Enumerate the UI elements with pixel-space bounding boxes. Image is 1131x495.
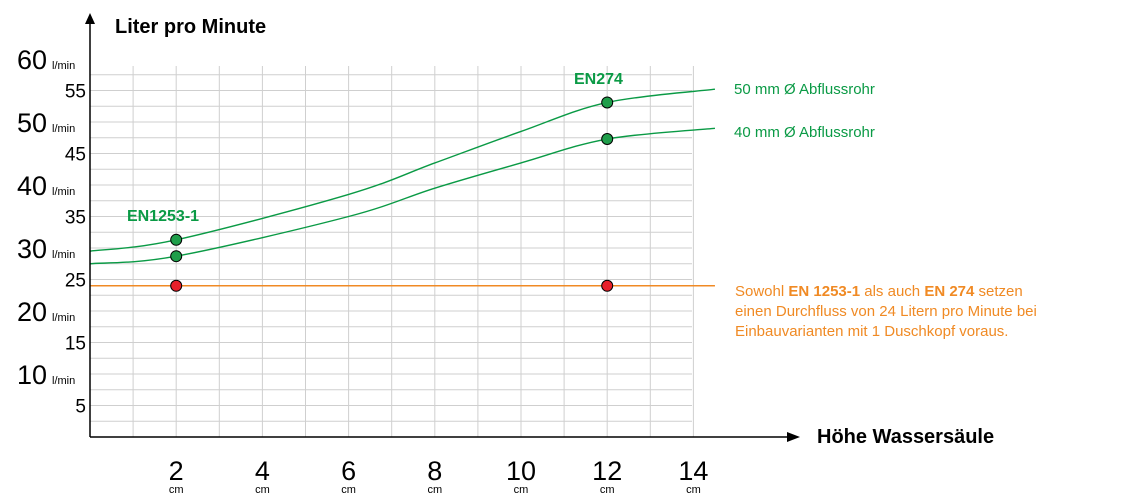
axes-group bbox=[85, 13, 800, 442]
reference-note: Sowohl EN 1253-1 als auch EN 274 setzen e… bbox=[735, 283, 1037, 340]
reference-note-run: als auch bbox=[860, 283, 924, 300]
x-tick-label: 12 bbox=[592, 456, 622, 486]
chart-grid bbox=[90, 66, 694, 437]
x-tick-label: 4 bbox=[255, 456, 270, 486]
annotations-group: Liter pro Minute Höhe Wassersäule EN1253… bbox=[115, 16, 1037, 448]
y-major-tick-label: 60 bbox=[17, 45, 47, 75]
green-data-point bbox=[601, 133, 614, 146]
y-axis-arrow bbox=[85, 13, 95, 24]
series-label-40mm: 40 mm Ø Abflussrohr bbox=[734, 124, 875, 141]
x-tick-unit: cm bbox=[686, 484, 701, 495]
green-data-point bbox=[601, 96, 614, 109]
x-tick-unit: cm bbox=[427, 484, 442, 495]
reference-note-run: einen Durchfluss von 24 Litern pro Minut… bbox=[735, 303, 1037, 320]
y-major-tick-label: 10 bbox=[17, 360, 47, 390]
y-axis-title: Liter pro Minute bbox=[115, 16, 266, 38]
y-major-tick-label: 20 bbox=[17, 297, 47, 327]
y-minor-tick-label: 55 bbox=[65, 82, 86, 103]
y-major-tick-label: 40 bbox=[17, 171, 47, 201]
y-major-tick-unit: l/min bbox=[52, 186, 75, 198]
red-data-point bbox=[170, 279, 183, 292]
x-tick-label: 14 bbox=[678, 456, 708, 486]
y-minor-tick-label: 5 bbox=[75, 397, 86, 418]
x-tick-unit: cm bbox=[514, 484, 529, 495]
x-tick-unit: cm bbox=[169, 484, 184, 495]
reference-note-run: EN 274 bbox=[924, 283, 975, 300]
x-tick-unit: cm bbox=[255, 484, 270, 495]
series-line-1 bbox=[89, 127, 716, 265]
en1253-label: EN1253-1 bbox=[127, 208, 199, 225]
reference-note-run: Sowohl bbox=[735, 283, 788, 300]
y-major-tick-unit: l/min bbox=[52, 249, 75, 261]
reference-note-run: setzen bbox=[974, 283, 1022, 300]
en274-label: EN274 bbox=[574, 71, 623, 88]
x-axis-title: Höhe Wassersäule bbox=[817, 426, 994, 448]
y-major-tick-unit: l/min bbox=[52, 375, 75, 387]
series-line-0 bbox=[89, 88, 716, 252]
series-label-50mm: 50 mm Ø Abflussrohr bbox=[734, 81, 875, 98]
x-axis-arrow bbox=[787, 432, 800, 442]
series-group bbox=[89, 88, 716, 265]
x-tick-unit: cm bbox=[600, 484, 615, 495]
y-major-tick-unit: l/min bbox=[52, 123, 75, 135]
red-data-point bbox=[601, 279, 614, 292]
y-minor-tick-label: 25 bbox=[65, 271, 86, 292]
points-group bbox=[170, 96, 614, 292]
green-data-point bbox=[170, 250, 183, 263]
y-major-tick-unit: l/min bbox=[52, 312, 75, 324]
x-tick-unit: cm bbox=[341, 484, 356, 495]
y-minor-tick-label: 35 bbox=[65, 208, 86, 229]
y-major-tick-unit: l/min bbox=[52, 60, 75, 72]
x-tick-label: 6 bbox=[341, 456, 356, 486]
y-minor-tick-label: 15 bbox=[65, 334, 86, 355]
x-tick-label: 8 bbox=[427, 456, 442, 486]
x-tick-label: 2 bbox=[169, 456, 184, 486]
y-minor-tick-label: 45 bbox=[65, 145, 86, 166]
reference-note-run: EN 1253-1 bbox=[788, 283, 860, 300]
y-major-tick-label: 30 bbox=[17, 234, 47, 264]
x-tick-label: 10 bbox=[506, 456, 536, 486]
reference-note-run: Einbauvarianten mit 1 Duschkopf voraus. bbox=[735, 323, 1008, 340]
y-major-tick-label: 50 bbox=[17, 108, 47, 138]
green-data-point bbox=[170, 233, 183, 246]
